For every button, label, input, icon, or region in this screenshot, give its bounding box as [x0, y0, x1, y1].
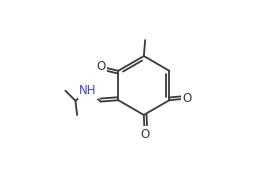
Text: O: O — [182, 92, 192, 105]
Text: NH: NH — [79, 84, 97, 97]
Text: O: O — [140, 128, 149, 141]
Text: O: O — [96, 60, 105, 73]
